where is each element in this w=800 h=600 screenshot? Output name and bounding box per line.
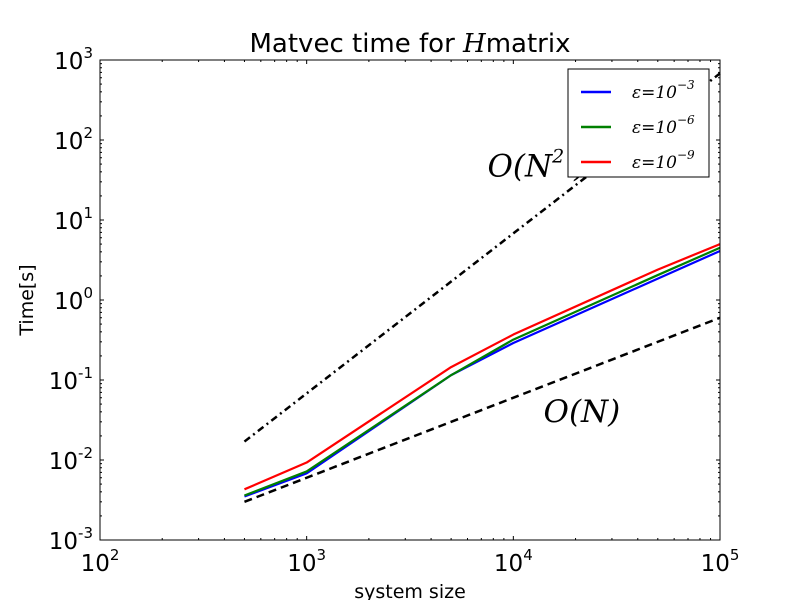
y-axis-label: Time[s] xyxy=(16,264,38,336)
y-tick-label: 10-2 xyxy=(49,444,93,475)
plot-frame xyxy=(99,59,721,541)
y-tick-label: 103 xyxy=(54,44,93,75)
x-tick-label: 103 xyxy=(287,546,326,577)
x-tick-label: 102 xyxy=(81,546,120,577)
annotations: O(N)O(N2 ) xyxy=(488,145,621,429)
legend: ε=10−3 ε=10−6 ε=10−9 xyxy=(567,68,710,178)
series-line-1 xyxy=(244,249,721,498)
reference-line-order-n-squared xyxy=(243,72,721,443)
x-axis-label: system size xyxy=(354,581,466,600)
y-tick-label: 101 xyxy=(54,204,93,235)
x-tick-label: 105 xyxy=(701,546,740,577)
y-tick-label: 10-3 xyxy=(49,524,93,555)
legend-label-1: ε=10−3 xyxy=(632,78,695,103)
axis-ticks: 102 103 104 105 10-3 10-2 10-1 100 101 102 103 xyxy=(49,44,740,577)
y-tick-label: 10-1 xyxy=(49,364,93,395)
series-line-3 xyxy=(244,243,721,491)
plot-lines xyxy=(243,72,721,503)
y-tick-label: 100 xyxy=(54,284,93,315)
legend-box xyxy=(567,68,710,178)
chart-title: Matvec time for Hmatrix xyxy=(250,29,571,59)
y-tick-label: 102 xyxy=(54,124,93,155)
annotation-on: O(N) xyxy=(544,394,621,430)
title-hmatrix-symbol: H xyxy=(462,29,487,59)
legend-label-2: ε=10−6 xyxy=(632,113,695,138)
legend-label-3: ε=10−9 xyxy=(632,148,695,173)
reference-line-order-n xyxy=(244,316,721,503)
series-line-2 xyxy=(244,246,721,497)
x-tick-label: 104 xyxy=(494,546,533,577)
